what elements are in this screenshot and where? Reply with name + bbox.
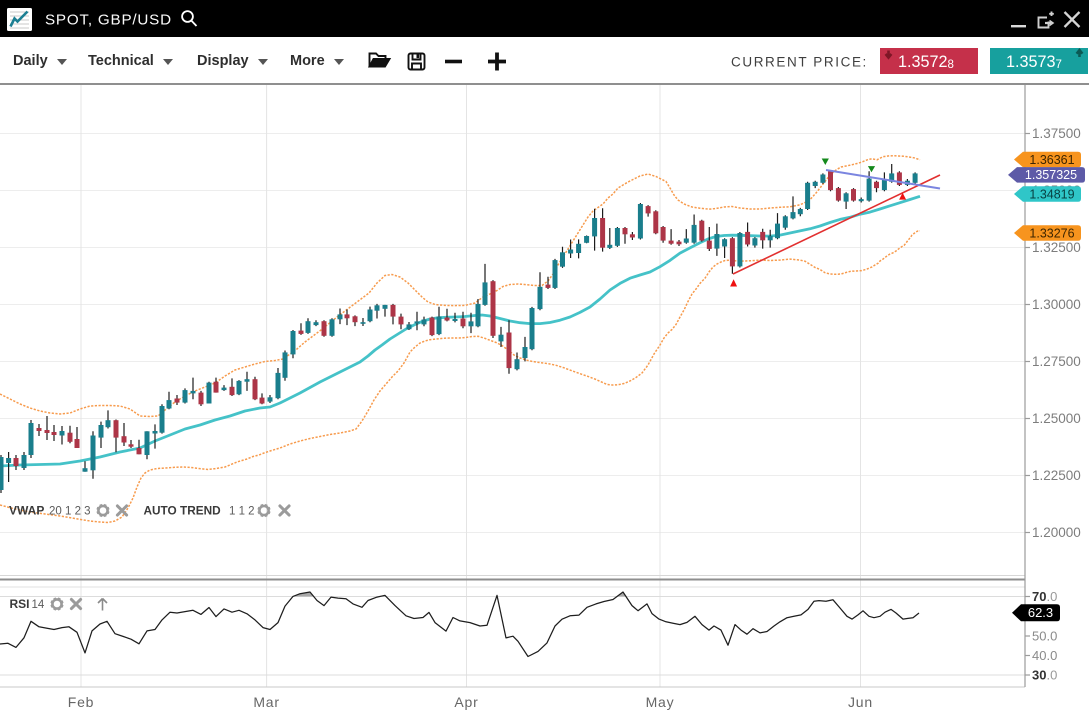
svg-text:1.30000: 1.30000 — [1032, 297, 1081, 312]
svg-text:1.35728: 1.35728 — [898, 53, 954, 71]
svg-text:1.32500: 1.32500 — [1032, 240, 1081, 255]
svg-text:CURRENT PRICE:: CURRENT PRICE: — [731, 55, 868, 70]
svg-text:VWAP: VWAP — [9, 504, 44, 518]
svg-text:40.0: 40.0 — [1032, 648, 1057, 663]
svg-text:Mar: Mar — [253, 694, 280, 710]
svg-text:14: 14 — [32, 599, 45, 611]
svg-text:30.0: 30.0 — [1032, 668, 1057, 683]
svg-text:RSI: RSI — [10, 597, 30, 611]
svg-text:1.20000: 1.20000 — [1032, 525, 1081, 540]
svg-text:1.33276: 1.33276 — [1029, 226, 1074, 240]
svg-text:1.37500: 1.37500 — [1032, 126, 1081, 141]
svg-text:1.357325: 1.357325 — [1025, 168, 1077, 182]
svg-text:20 1 2 3: 20 1 2 3 — [49, 506, 91, 518]
svg-text:1.34819: 1.34819 — [1029, 187, 1074, 201]
svg-text:1.35737: 1.35737 — [1006, 53, 1062, 71]
svg-text:1.25000: 1.25000 — [1032, 411, 1081, 426]
svg-text:70.0: 70.0 — [1032, 589, 1057, 604]
svg-text:Apr: Apr — [454, 694, 478, 710]
svg-text:Jun: Jun — [848, 694, 873, 710]
svg-text:50.0: 50.0 — [1032, 629, 1057, 644]
svg-text:1 1 2: 1 1 2 — [229, 506, 255, 518]
svg-text:1.36361: 1.36361 — [1029, 153, 1074, 167]
svg-text:1.22500: 1.22500 — [1032, 468, 1081, 483]
svg-text:Feb: Feb — [68, 694, 95, 710]
svg-text:May: May — [646, 694, 675, 710]
svg-text:AUTO TREND: AUTO TREND — [144, 504, 222, 518]
svg-text:SPOT, GBP/USD: SPOT, GBP/USD — [45, 12, 172, 29]
svg-text:62.3: 62.3 — [1028, 605, 1053, 620]
svg-text:1.27500: 1.27500 — [1032, 354, 1081, 369]
